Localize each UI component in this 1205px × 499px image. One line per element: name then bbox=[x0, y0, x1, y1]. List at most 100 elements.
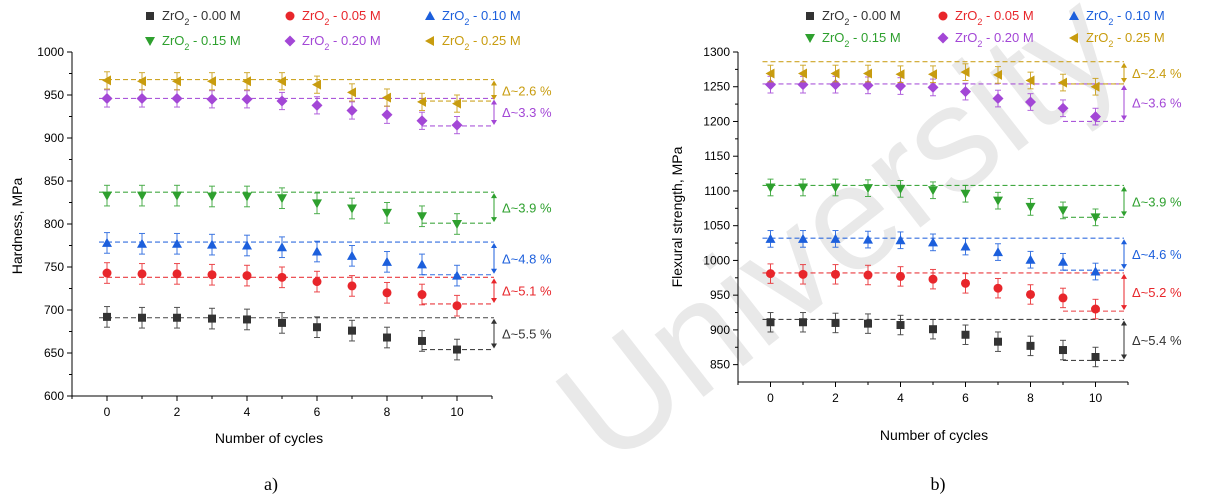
y-tick-label: 1150 bbox=[704, 149, 730, 163]
data-point bbox=[417, 259, 427, 269]
data-point bbox=[452, 270, 462, 280]
y-tick-label: 700 bbox=[44, 303, 64, 317]
data-point bbox=[1025, 254, 1036, 264]
legend-label: ZrO2 - 0.00 M bbox=[822, 8, 901, 27]
delta-arrow-head bbox=[1121, 211, 1127, 217]
data-point bbox=[863, 234, 873, 244]
legend-label: ZrO2 - 0.10 M bbox=[442, 8, 521, 27]
x-tick-label: 4 bbox=[244, 405, 251, 419]
data-point bbox=[993, 69, 1002, 80]
delta-arrow-head bbox=[1121, 77, 1127, 83]
delta-label: Δ~4.6 % bbox=[1132, 247, 1182, 262]
data-point bbox=[766, 318, 775, 327]
delta-arrow-head bbox=[491, 193, 497, 199]
legend-label: ZrO2 - 0.15 M bbox=[162, 33, 241, 52]
data-point bbox=[928, 69, 937, 80]
delta-arrow-head bbox=[1121, 305, 1127, 311]
data-point bbox=[208, 314, 216, 323]
data-point bbox=[928, 237, 938, 247]
y-tick-label: 950 bbox=[710, 288, 730, 302]
data-point bbox=[765, 183, 776, 193]
data-point bbox=[313, 323, 321, 332]
x-tick-label: 6 bbox=[962, 391, 969, 405]
data-point bbox=[242, 76, 251, 87]
data-point bbox=[1058, 77, 1067, 88]
legend-marker bbox=[284, 35, 296, 47]
x-tick-label: 2 bbox=[174, 405, 181, 419]
x-tick-label: 8 bbox=[384, 405, 391, 419]
delta-arrow-head bbox=[1121, 186, 1127, 192]
delta-label: Δ~3.9 % bbox=[502, 201, 552, 216]
data-point bbox=[960, 86, 971, 98]
data-point bbox=[243, 315, 251, 324]
data-point bbox=[383, 333, 391, 342]
data-point bbox=[896, 271, 905, 281]
data-point bbox=[102, 191, 112, 201]
data-point bbox=[346, 104, 358, 116]
delta-label: Δ~2.4 % bbox=[1132, 66, 1182, 81]
data-point bbox=[312, 79, 321, 90]
panel-caption: b) bbox=[931, 474, 946, 495]
delta-arrow-head bbox=[1121, 320, 1127, 326]
data-point bbox=[382, 256, 392, 266]
data-point bbox=[206, 93, 218, 105]
data-point bbox=[103, 312, 111, 321]
data-point bbox=[137, 238, 147, 248]
x-tick-label: 2 bbox=[832, 391, 839, 405]
data-point bbox=[895, 69, 905, 80]
x-axis-title: Number of cycles bbox=[880, 427, 988, 443]
data-point bbox=[277, 76, 286, 87]
series-group: Δ~5.2 % bbox=[762, 263, 1182, 320]
delta-arrow-head bbox=[491, 99, 497, 105]
data-point bbox=[1026, 341, 1035, 350]
data-point bbox=[961, 330, 970, 339]
data-point bbox=[993, 196, 1003, 206]
data-point bbox=[207, 76, 216, 87]
y-axis-title: Flexural strength, MPa bbox=[669, 146, 685, 287]
data-point bbox=[277, 242, 287, 252]
delta-arrow-head bbox=[491, 318, 497, 324]
data-point bbox=[137, 191, 147, 201]
data-point bbox=[102, 268, 112, 278]
data-point bbox=[207, 239, 217, 249]
data-point bbox=[1090, 111, 1101, 123]
panel-caption: a) bbox=[264, 474, 278, 495]
delta-arrow-head bbox=[491, 80, 497, 86]
delta-label: Δ~5.1 % bbox=[502, 284, 552, 299]
delta-arrow-head bbox=[491, 119, 497, 125]
legend-label: ZrO2 - 0.25 M bbox=[442, 33, 521, 52]
delta-arrow-head bbox=[491, 217, 497, 223]
data-point bbox=[347, 87, 356, 98]
data-point bbox=[928, 274, 938, 284]
legend-marker bbox=[425, 11, 435, 20]
data-point bbox=[417, 212, 427, 222]
data-point bbox=[1090, 81, 1100, 92]
delta-label: Δ~2.6 % bbox=[502, 83, 552, 98]
legend-label: ZrO2 - 0.05 M bbox=[955, 8, 1034, 27]
y-tick-label: 1050 bbox=[703, 219, 730, 233]
data-point bbox=[961, 278, 970, 288]
data-point bbox=[862, 79, 874, 91]
delta-arrow-head bbox=[491, 297, 497, 303]
y-tick-label: 1000 bbox=[703, 253, 730, 267]
legend-marker bbox=[937, 32, 949, 44]
y-tick-label: 850 bbox=[44, 174, 64, 188]
data-point bbox=[863, 270, 873, 280]
data-point bbox=[381, 109, 393, 121]
legend-label: ZrO2 - 0.05 M bbox=[302, 8, 381, 27]
delta-arrow-head bbox=[491, 243, 497, 249]
legend-marker bbox=[1069, 11, 1079, 20]
data-point bbox=[1091, 352, 1100, 361]
data-point bbox=[173, 313, 181, 322]
delta-label: Δ~5.2 % bbox=[1132, 285, 1182, 300]
data-point bbox=[102, 237, 112, 247]
series-group: Δ~2.6 % bbox=[99, 71, 552, 113]
y-tick-label: 600 bbox=[44, 389, 64, 403]
x-tick-label: 0 bbox=[767, 391, 774, 405]
data-point bbox=[1090, 266, 1101, 276]
legend-marker bbox=[1069, 33, 1078, 43]
data-point bbox=[452, 98, 461, 109]
data-point bbox=[382, 208, 392, 218]
x-axis-title: Number of cycles bbox=[215, 430, 323, 446]
